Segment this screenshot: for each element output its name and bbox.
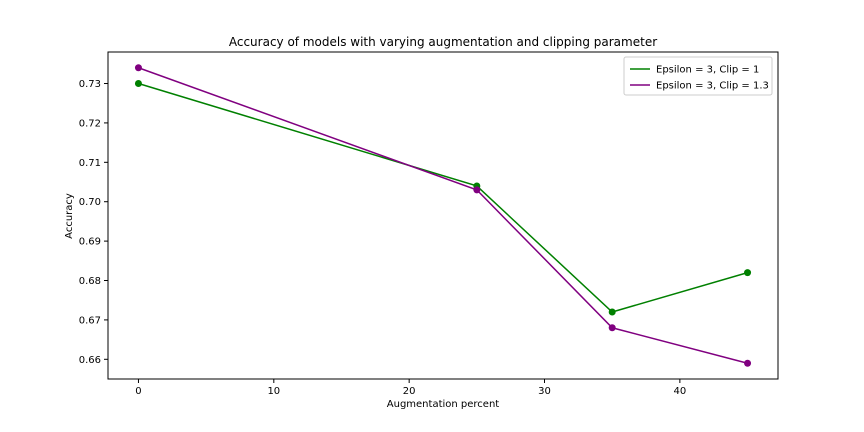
y-tick-label: 0.69 — [79, 237, 101, 248]
data-point-s1-1 — [134, 80, 142, 88]
data-point-s2-1 — [134, 64, 142, 72]
legend: Epsilon = 3, Clip = 1 Epsilon = 3, Clip =… — [623, 56, 773, 96]
data-point-s1-3 — [608, 308, 616, 316]
x-tick-label: 40 — [674, 386, 687, 397]
y-tick-label: 0.70 — [79, 197, 101, 208]
legend-label-1: Epsilon = 3, Clip = 1 — [656, 65, 759, 76]
series-group — [134, 64, 752, 367]
series-line-1 — [138, 82, 748, 313]
x-tick-label: 20 — [403, 386, 416, 397]
series-line-2 — [138, 67, 748, 364]
y-axis-label: Accuracy — [64, 193, 75, 239]
y-tick-label: 0.72 — [79, 118, 101, 129]
plot-frame — [107, 51, 779, 380]
y-tick-label: 0.66 — [79, 355, 101, 366]
x-tick-label: 0 — [135, 386, 141, 397]
y-tick-label: 0.71 — [79, 158, 101, 169]
y-tick-label: 0.68 — [79, 276, 101, 287]
data-point-s2-4 — [744, 359, 752, 367]
data-point-s2-2 — [473, 186, 481, 194]
y-tick-label: 0.73 — [79, 79, 101, 90]
x-axis-label: Augmentation percent — [387, 399, 500, 410]
data-point-s2-3 — [608, 324, 616, 332]
axes: 0 10 20 30 40 0.66 0.67 0.68 0.69 0.70 0.71 0.72 0.7… — [79, 51, 779, 397]
legend-label-2: Epsilon = 3, Clip = 1.3 — [656, 81, 769, 92]
chart-title: Accuracy of models with varying augmenta… — [229, 35, 657, 49]
data-point-s1-4 — [744, 269, 752, 277]
y-tick-label: 0.67 — [79, 315, 101, 326]
x-tick-label: 30 — [538, 386, 551, 397]
legend-box — [623, 56, 773, 96]
x-tick-label: 10 — [267, 386, 280, 397]
